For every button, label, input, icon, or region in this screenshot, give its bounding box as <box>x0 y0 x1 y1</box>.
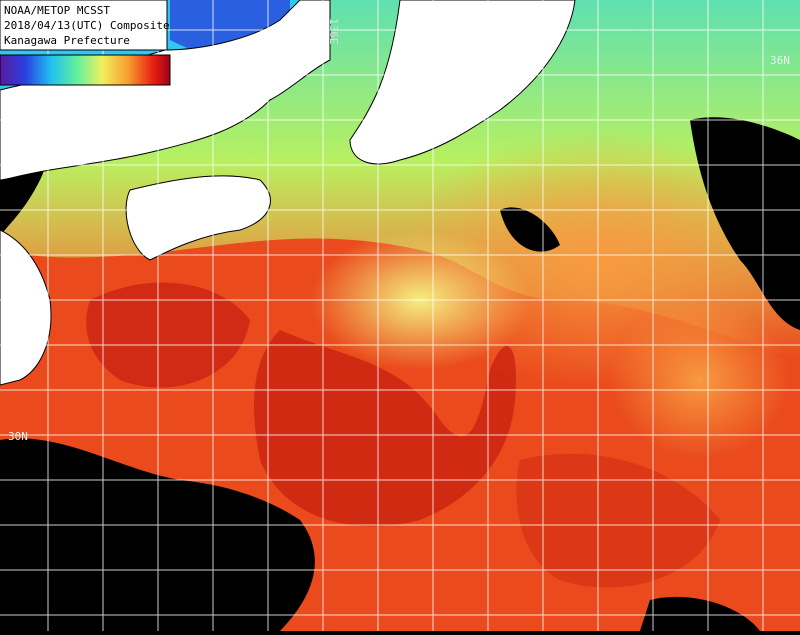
lon-label: 136E <box>327 18 340 45</box>
cloud-mask <box>0 100 800 631</box>
land <box>0 0 576 386</box>
title-box: NOAA/METOP MCSST 2018/04/13(UTC) Composi… <box>0 0 170 51</box>
title-line: 2018/04/13(UTC) Composite <box>4 19 170 32</box>
title-line: NOAA/METOP MCSST <box>4 4 110 17</box>
lat-label: 36N <box>770 54 790 67</box>
lat-label: 30N <box>8 430 28 443</box>
colorbar <box>0 54 171 86</box>
title-line: Kanagawa Prefecture <box>4 34 130 47</box>
